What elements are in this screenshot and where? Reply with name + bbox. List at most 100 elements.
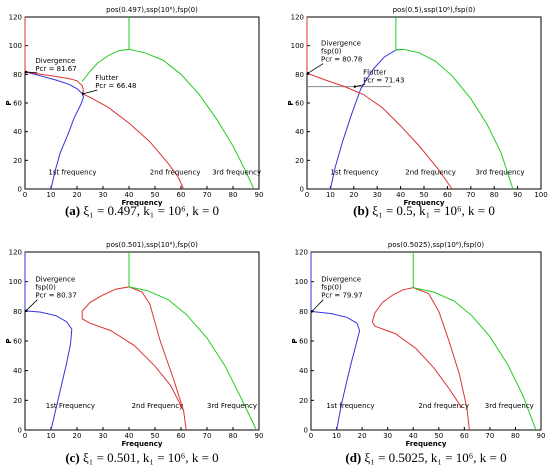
y-tick-label: 20 (295, 157, 304, 165)
annotation-text: Pcr = 79.97 (321, 292, 362, 300)
annotation-text: Divergence (321, 40, 361, 48)
y-tick-label: 120 (9, 249, 22, 257)
y-tick-label: 0 (18, 427, 22, 435)
y-axis-label: P (287, 100, 295, 105)
series-label: 2nd Frequency (132, 402, 184, 410)
y-tick-label: 80 (13, 71, 22, 79)
series-label: 3rd Frequency (207, 402, 257, 410)
annotation-text: Divergence (35, 57, 75, 65)
annotation-text: Pcr = 66.48 (95, 82, 136, 90)
plot-frame (24, 16, 260, 190)
x-tick-label: 80 (229, 191, 238, 199)
y-tick-label: 20 (13, 157, 22, 165)
x-tick-label: 50 (420, 191, 429, 199)
annotation-arrow (83, 89, 98, 95)
x-tick-label: 60 (177, 432, 186, 440)
x-tick-label: 40 (125, 432, 134, 440)
x-tick-label: 100 (534, 191, 547, 199)
y-tick-label: 100 (9, 278, 22, 286)
x-tick-label: 90 (255, 432, 264, 440)
chart-title: pos(0.5025),ssp(10⁶),fsp(0) (388, 241, 484, 249)
series-label: 1st frequency (326, 402, 374, 410)
x-tick-label: 40 (409, 432, 418, 440)
annotation-text: Pcr = 81.67 (35, 65, 76, 73)
x-tick-label: 10 (326, 191, 335, 199)
x-tick-label: 70 (466, 191, 475, 199)
series-line (310, 310, 361, 431)
annotation-arrowhead (24, 309, 28, 312)
series-label: 1st frequency (48, 169, 96, 177)
caption-letter: (c) (65, 450, 83, 465)
series-line (81, 48, 255, 190)
annotation-text: Pcr = 80.78 (321, 56, 362, 64)
y-tick-label: 0 (304, 427, 308, 435)
annotation-text: Flutter (95, 74, 118, 82)
x-tick-label: 10 (47, 191, 56, 199)
y-tick-label: 120 (295, 249, 308, 257)
annotation-text: Divergence (35, 276, 75, 284)
x-tick-label: 40 (396, 191, 405, 199)
series-line (329, 48, 403, 190)
caption-letter: (a) (65, 203, 83, 218)
annotation-arrowhead (24, 70, 28, 74)
y-tick-label: 80 (295, 71, 304, 79)
caption-letter: (b) (353, 203, 372, 218)
x-tick-label: 70 (203, 191, 212, 199)
x-tick-label: 0 (305, 191, 309, 199)
annotation-arrow (25, 299, 38, 312)
caption: (d) ξ₁ = 0.5025, k₁ = 10⁶, k = 0 (345, 450, 506, 465)
y-tick-label: 60 (295, 100, 304, 108)
annotation-arrow (25, 71, 38, 74)
x-axis-label: Frequency (406, 440, 447, 448)
caption-text: ξ₁ = 0.501, k₁ = 10⁶, k = 0 (83, 450, 219, 465)
y-tick-label: 20 (299, 397, 308, 405)
series-label: 2nd frequency (405, 169, 456, 177)
y-tick-label: 100 (291, 42, 304, 50)
series-line (128, 286, 257, 431)
x-tick-label: 30 (383, 432, 392, 440)
x-tick-label: 40 (125, 191, 134, 199)
annotation-arrow (354, 83, 366, 88)
x-axis-label: Frequency (122, 440, 163, 448)
x-tick-label: 20 (73, 432, 82, 440)
annotation-text: fsp(0) (321, 48, 342, 56)
annotation-text: fsp(0) (35, 284, 56, 292)
series-label: 3rd frequency (212, 169, 261, 177)
y-tick-label: 120 (9, 14, 22, 22)
x-tick-label: 30 (373, 191, 382, 199)
annotation-arrowhead (353, 85, 356, 88)
caption-text: ξ₁ = 0.5, k₁ = 10⁶, k = 0 (372, 203, 495, 218)
y-tick-label: 80 (299, 308, 308, 316)
x-tick-label: 20 (358, 432, 367, 440)
x-tick-label: 20 (349, 191, 358, 199)
chart-panel-a: 0 10 20 30 40 50 60 70 80 90 0 20 40 60 80 100 120 Freque… (5, 6, 263, 218)
x-tick-label: 90 (513, 191, 522, 199)
caption-letter: (d) (345, 450, 364, 465)
x-tick-label: 0 (309, 432, 313, 440)
series-line (374, 325, 463, 409)
x-tick-label: 50 (151, 432, 160, 440)
series-line (89, 322, 185, 411)
chart-title: pos(0.501),ssp(10⁶),fsp(0) (106, 241, 198, 249)
y-tick-label: 40 (13, 367, 22, 375)
y-axis-label: P (291, 338, 299, 343)
series-label: 2nd frequency (418, 402, 469, 410)
y-tick-label: 40 (299, 367, 308, 375)
annotation-arrow (307, 63, 324, 74)
x-tick-label: 70 (203, 432, 212, 440)
caption: (c) ξ₁ = 0.501, k₁ = 10⁶, k = 0 (65, 450, 218, 465)
series-line (306, 72, 453, 190)
annotation-text: Flutter (363, 68, 386, 76)
annotation-arrow (311, 299, 324, 312)
y-axis-label: P (5, 338, 13, 343)
series-label: 2nd frequency (150, 169, 201, 177)
y-axis-label: P (5, 100, 13, 105)
series-line (413, 287, 537, 431)
series-label: 3rd frequency (485, 402, 534, 410)
chart-panel-b: 0 10 20 30 40 50 60 70 80 90 100 0 20 40 60 80 100 120 Fre… (287, 6, 548, 218)
annotation-arrowhead (306, 72, 310, 75)
y-tick-label: 0 (300, 186, 304, 194)
series-line (24, 71, 85, 190)
chart-title: pos(0.5),ssp(10⁶),fsp(0) (393, 6, 476, 14)
